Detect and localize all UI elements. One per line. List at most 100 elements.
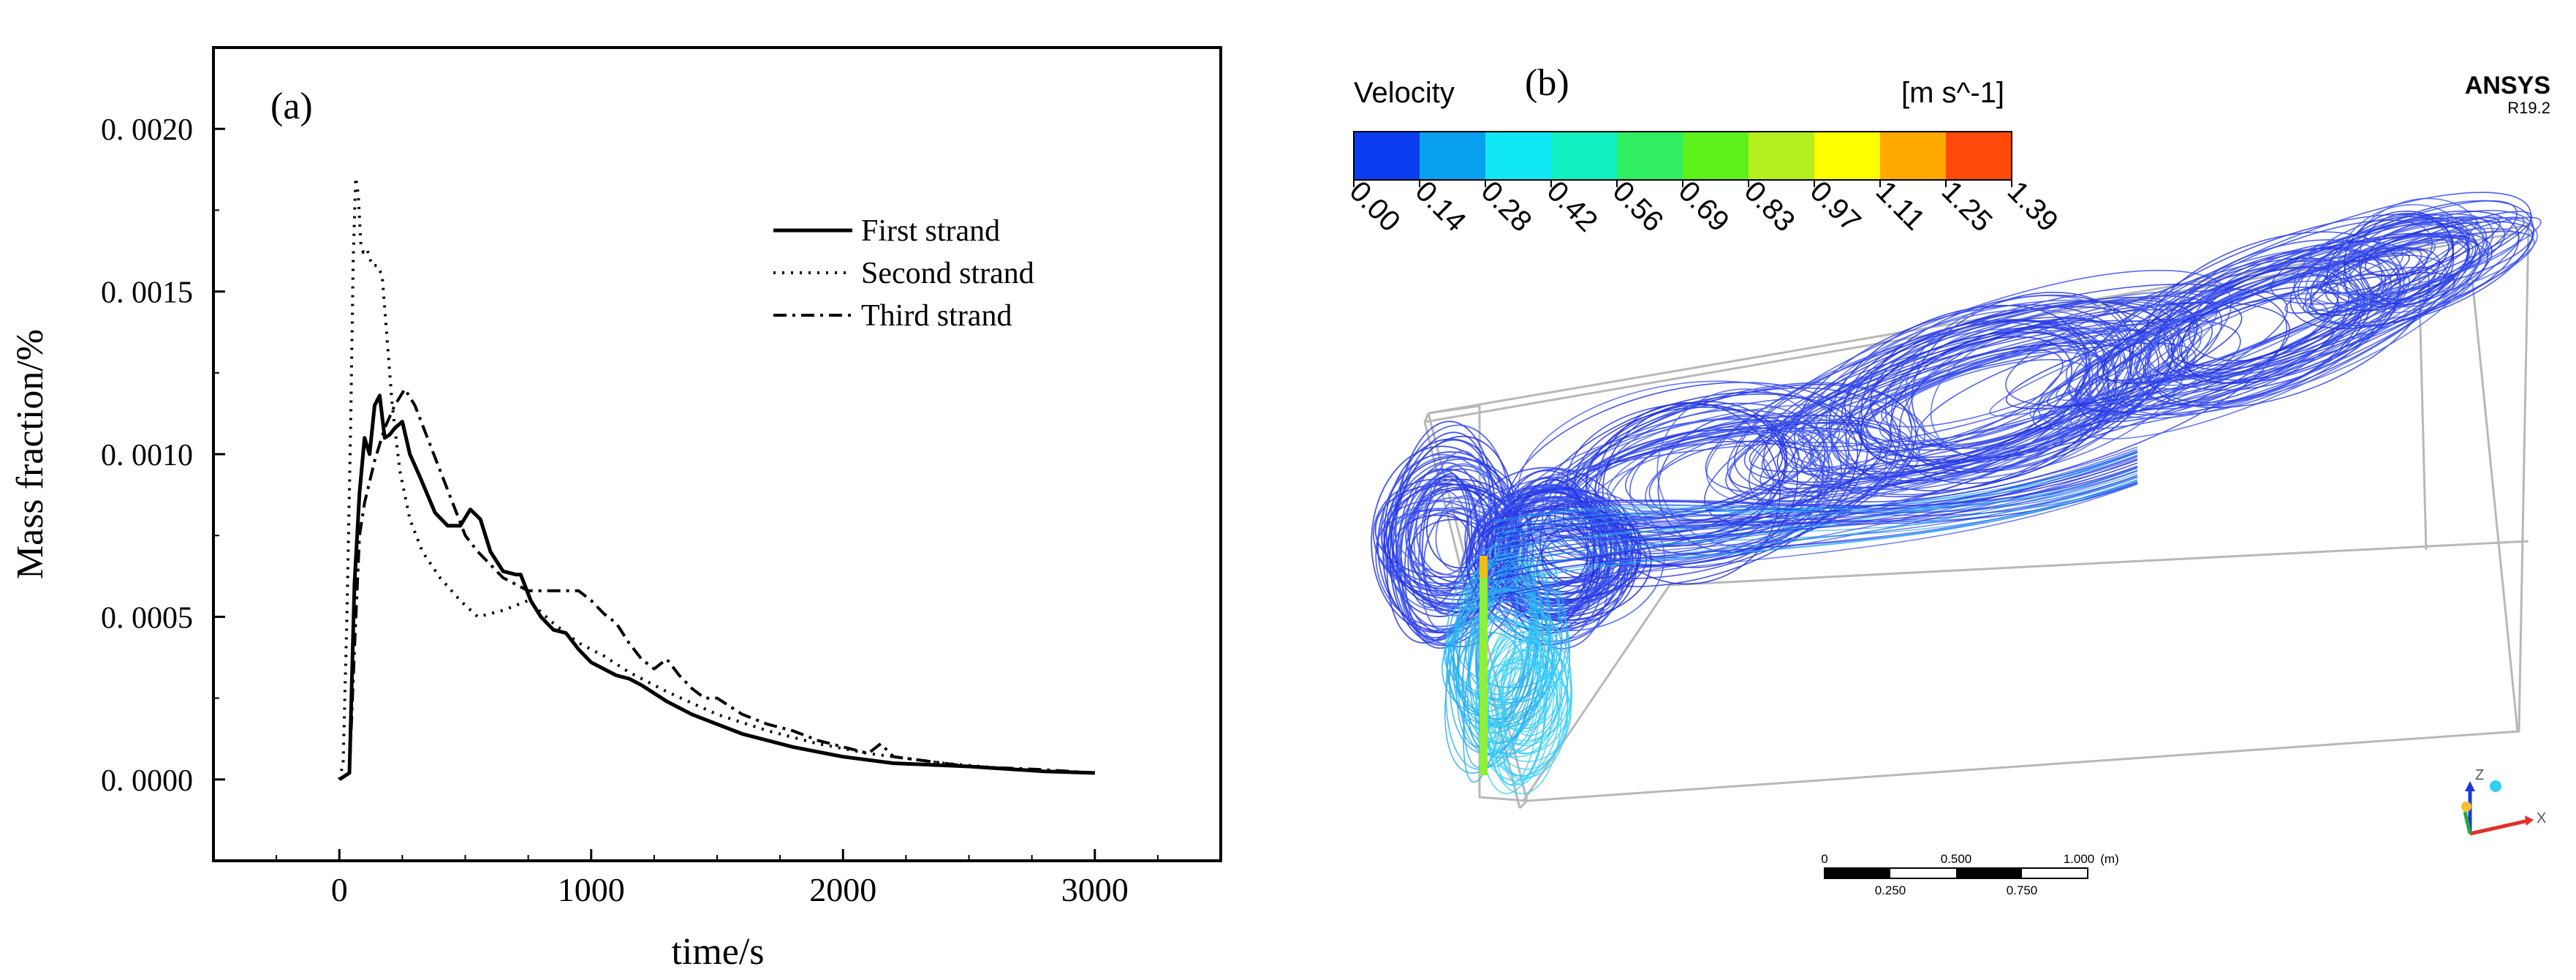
streamline <box>1493 475 2138 519</box>
colorbar-tick-label: 0.56 <box>1607 175 1670 238</box>
streamline <box>2087 222 2487 420</box>
streamline <box>2348 197 2484 308</box>
streamline <box>2005 235 2489 407</box>
streamline <box>1493 466 2138 516</box>
streamline <box>2358 212 2455 306</box>
streamline <box>1501 662 1553 726</box>
scale-label-1000: 1.000 <box>2064 852 2095 866</box>
streamline <box>2077 247 2422 412</box>
legend-label-2: Second strand <box>861 257 1034 290</box>
inlet-jet <box>1480 563 1488 775</box>
colorbar-segment <box>1617 132 1683 180</box>
ansys-version: R19.2 <box>2507 99 2550 117</box>
streamline <box>2305 216 2538 306</box>
axis-triad: Z X <box>2461 767 2546 836</box>
colorbar-segment <box>1880 132 1947 180</box>
streamline <box>2102 260 2388 416</box>
streamline <box>2188 246 2383 362</box>
colorbar-segment <box>1814 132 1881 180</box>
streamline <box>1811 351 2117 480</box>
y-tick-label: 0. 0005 <box>101 601 193 635</box>
triad-label-x: X <box>2537 810 2546 826</box>
scale-label-250: 0.250 <box>1875 883 1906 897</box>
inlet-jet-core <box>1480 556 1488 578</box>
streamline <box>2344 210 2454 305</box>
x-tick-label: 0 <box>331 871 348 908</box>
streamline <box>1494 656 1551 733</box>
scale-label-0: 0 <box>1821 852 1827 866</box>
colorbar-segment <box>1420 132 1486 180</box>
streamline <box>1802 309 2121 491</box>
streamline <box>1493 459 2138 538</box>
streamline <box>2170 286 2339 366</box>
streamline <box>2157 248 2401 385</box>
colorbar-tick-label: 0.42 <box>1541 175 1604 238</box>
streamline <box>1474 662 1558 730</box>
streamline <box>2344 239 2469 303</box>
colorbar-segment <box>1485 132 1552 180</box>
streamline <box>2077 260 2386 423</box>
y-tick-label: 0. 0020 <box>101 113 193 147</box>
legend: First strand Second strand Third strand <box>773 214 1034 333</box>
streamline <box>1493 452 2138 597</box>
x-tick-label: 1000 <box>558 871 625 908</box>
colorbar-segment <box>1551 132 1618 180</box>
colorbar-segment <box>1749 132 1815 180</box>
scale-label-unit: (m) <box>2100 852 2118 866</box>
streamline <box>1493 483 2138 597</box>
colorbar-tick-label: 0.83 <box>1738 175 1801 238</box>
colorbar-title: Velocity <box>1354 77 1455 109</box>
streamline <box>1830 344 2108 473</box>
x-tick-label: 3000 <box>1061 871 1129 908</box>
streamline <box>1493 451 2138 559</box>
streamline <box>1512 649 1547 729</box>
colorbar-segment <box>1683 132 1749 180</box>
colorbar-tick-labels: 0.00 0.14 0.28 0.42 0.56 0.69 0.83 0.97 1.11 1.25… <box>1344 175 2064 238</box>
streamline <box>1455 530 1536 747</box>
streamline <box>1989 241 2469 417</box>
line-chart-a: 0 1000 2000 3000 0. 0000 0. 0005 0. 0010 0. 001… <box>10 46 1222 973</box>
y-tick-label: 0. 0015 <box>101 276 193 310</box>
colorbar-tick-label: 0.97 <box>1804 175 1867 238</box>
x-axis-label: time/s <box>671 931 764 973</box>
panel-label-a: (a) <box>270 86 313 127</box>
series-line-3 <box>338 388 1095 781</box>
scale-label-750: 0.750 <box>2007 883 2038 897</box>
panel-label-b: (b) <box>1525 62 1569 104</box>
streamline <box>1493 479 2138 585</box>
ansys-logo: ANSYS <box>2465 72 2550 99</box>
legend-label-3: Third strand <box>861 299 1012 333</box>
streamline <box>2284 216 2526 314</box>
colorbar-tick-label: 0.69 <box>1672 175 1735 238</box>
streamlines <box>1371 192 2542 795</box>
streamline <box>2310 200 2534 326</box>
streamline <box>1879 358 2091 446</box>
streamline <box>1493 467 2138 522</box>
y-axis-label: Mass fraction/% <box>10 329 51 579</box>
scale-label-500: 0.500 <box>1941 852 1972 866</box>
colorbar-tick-label: 1.25 <box>1936 175 1999 238</box>
streamline <box>2289 210 2520 329</box>
streamline <box>2029 216 2478 419</box>
colorbar-units: [m s^-1] <box>1901 77 2004 109</box>
y-tick-label: 0. 0010 <box>101 439 193 472</box>
legend-label-1: First strand <box>861 214 1000 248</box>
streamline <box>1493 467 2138 583</box>
colorbar-segment <box>1354 132 1420 180</box>
series-line-1 <box>338 393 1095 781</box>
triad-label-z: Z <box>2475 767 2484 783</box>
x-tick-label: 2000 <box>809 871 876 908</box>
streamline <box>1493 476 2138 541</box>
streamline <box>1890 326 2117 484</box>
colorbar-tick-label: 1.11 <box>1870 175 1931 236</box>
y-tick-label: 0. 0000 <box>101 764 193 798</box>
colorbar-tick-label: 0.14 <box>1409 175 1472 238</box>
scale-bar: 0 0.500 1.000 (m) 0.250 0.750 <box>1821 852 2118 897</box>
colorbar-tick-label: 0.00 <box>1344 175 1406 238</box>
colorbar-segment <box>1946 132 2012 180</box>
colorbar-tick-label: 0.28 <box>1475 175 1538 238</box>
streamline <box>1407 476 1469 608</box>
colorbar-tick-label: 1.39 <box>2001 175 2064 238</box>
streamline <box>1899 320 2159 473</box>
